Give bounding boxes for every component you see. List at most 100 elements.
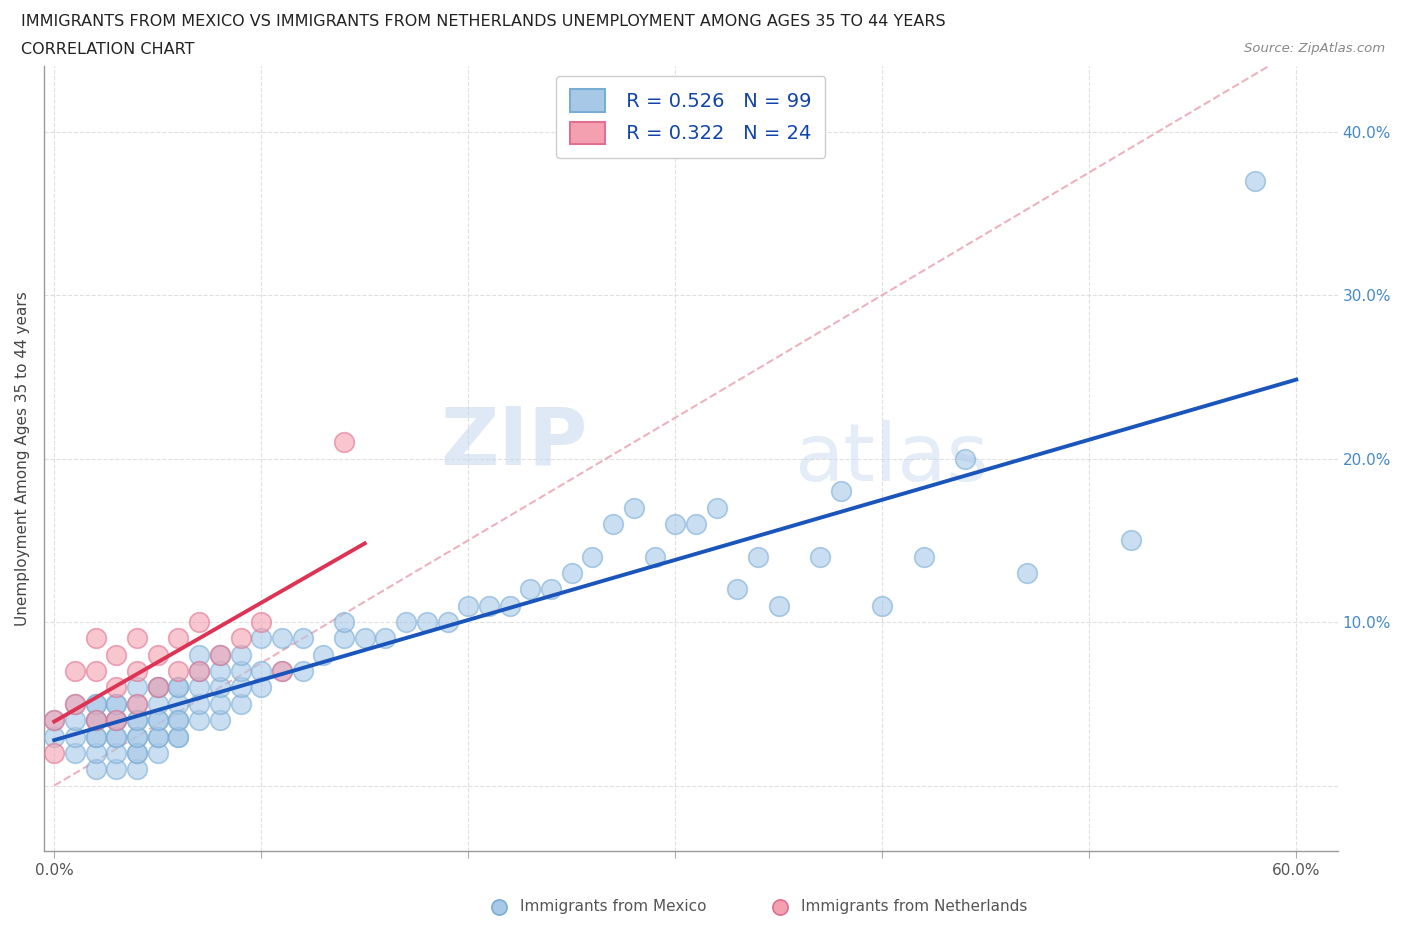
Point — [291, 664, 314, 679]
Point — [602, 516, 624, 531]
Point — [84, 697, 107, 711]
Point — [747, 550, 769, 565]
Point — [105, 712, 128, 727]
Point — [167, 697, 190, 711]
Point — [105, 647, 128, 662]
Point — [63, 697, 86, 711]
Point — [229, 697, 252, 711]
Point — [105, 697, 128, 711]
Point — [63, 712, 86, 727]
Point — [808, 550, 831, 565]
Legend:  R = 0.526   N = 99,  R = 0.322   N = 24: R = 0.526 N = 99, R = 0.322 N = 24 — [557, 76, 825, 158]
Point — [125, 746, 148, 761]
Point — [84, 631, 107, 645]
Point — [105, 697, 128, 711]
Point — [229, 631, 252, 645]
Text: Source: ZipAtlas.com: Source: ZipAtlas.com — [1244, 42, 1385, 55]
Point — [105, 729, 128, 744]
Point — [353, 631, 375, 645]
Point — [208, 647, 231, 662]
Point — [125, 729, 148, 744]
Point — [208, 664, 231, 679]
Point — [146, 680, 169, 695]
Point — [830, 484, 852, 498]
Point — [333, 435, 356, 450]
Text: ZIP: ZIP — [440, 404, 588, 482]
Point — [188, 712, 211, 727]
Point — [84, 729, 107, 744]
Point — [105, 712, 128, 727]
Point — [125, 631, 148, 645]
Point — [125, 697, 148, 711]
Text: Immigrants from Netherlands: Immigrants from Netherlands — [801, 899, 1028, 914]
Point — [146, 647, 169, 662]
Point — [1243, 173, 1265, 188]
Point — [870, 598, 893, 613]
Point — [105, 762, 128, 777]
Point — [146, 712, 169, 727]
Point — [229, 647, 252, 662]
Point — [146, 712, 169, 727]
Point — [146, 697, 169, 711]
Point — [167, 664, 190, 679]
Point — [188, 647, 211, 662]
Point — [706, 500, 728, 515]
Text: atlas: atlas — [794, 419, 988, 498]
Point — [229, 664, 252, 679]
Point — [208, 712, 231, 727]
Point — [581, 550, 603, 565]
Point — [457, 598, 479, 613]
Point — [146, 729, 169, 744]
Point — [229, 680, 252, 695]
Point — [63, 746, 86, 761]
Point — [208, 680, 231, 695]
Point — [105, 729, 128, 744]
Point — [1017, 565, 1039, 580]
Point — [498, 598, 520, 613]
Point — [84, 746, 107, 761]
Point — [84, 712, 107, 727]
Point — [167, 680, 190, 695]
Point — [146, 746, 169, 761]
Point — [125, 680, 148, 695]
Point — [125, 712, 148, 727]
Point — [125, 762, 148, 777]
Point — [540, 582, 562, 597]
Point — [125, 746, 148, 761]
Point — [271, 664, 294, 679]
Point — [769, 899, 792, 914]
Point — [63, 697, 86, 711]
Point — [84, 762, 107, 777]
Point — [44, 746, 66, 761]
Point — [436, 615, 458, 630]
Point — [188, 680, 211, 695]
Point — [44, 712, 66, 727]
Point — [188, 664, 211, 679]
Point — [188, 664, 211, 679]
Point — [478, 598, 501, 613]
Point — [167, 680, 190, 695]
Point — [105, 712, 128, 727]
Point — [125, 697, 148, 711]
Point — [167, 712, 190, 727]
Point — [561, 565, 583, 580]
Point — [250, 615, 273, 630]
Point — [167, 729, 190, 744]
Point — [146, 729, 169, 744]
Point — [953, 451, 976, 466]
Point — [84, 712, 107, 727]
Point — [333, 615, 356, 630]
Point — [63, 729, 86, 744]
Point — [208, 647, 231, 662]
Point — [84, 697, 107, 711]
Point — [44, 729, 66, 744]
Point — [519, 582, 541, 597]
Text: CORRELATION CHART: CORRELATION CHART — [21, 42, 194, 57]
Point — [208, 697, 231, 711]
Point — [250, 664, 273, 679]
Point — [125, 712, 148, 727]
Point — [125, 664, 148, 679]
Point — [146, 680, 169, 695]
Point — [84, 729, 107, 744]
Point — [271, 664, 294, 679]
